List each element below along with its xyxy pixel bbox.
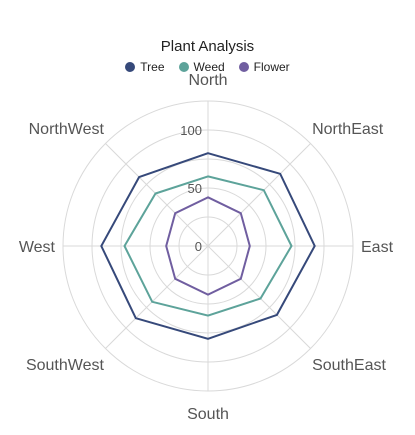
legend-item-flower[interactable]: Flower (238, 60, 290, 74)
legend-item-weed[interactable]: Weed (178, 60, 225, 74)
legend: Tree Weed Flower (0, 60, 415, 74)
spoke-northeast (207, 143, 311, 247)
axis-label-west: West (19, 239, 56, 256)
tick-label-50: 50 (188, 181, 202, 196)
series-weed-line (123, 175, 293, 317)
tick-label-100: 100 (180, 123, 202, 138)
legend-label-weed: Weed (193, 60, 225, 74)
legend-label-flower: Flower (253, 60, 290, 74)
axis-label-east: East (361, 239, 394, 256)
legend-swatch-flower (238, 62, 249, 72)
axis-label-southeast: SouthEast (312, 357, 386, 374)
axis-label-north: North (188, 72, 227, 89)
axis-label-northeast: NorthEast (312, 121, 384, 138)
tick-label-0: 0 (195, 239, 202, 254)
axis-label-northwest: NorthWest (29, 121, 105, 138)
axis-label-southwest: SouthWest (26, 357, 105, 374)
legend-swatch-tree (125, 62, 136, 72)
series-flower-line (165, 196, 251, 296)
series-tree-line (100, 152, 316, 340)
legend-label-tree: Tree (140, 60, 165, 74)
legend-swatch-weed (178, 62, 189, 72)
spoke-southeast (207, 245, 311, 349)
axis-label-south: South (187, 406, 229, 423)
spoke-southwest (105, 245, 209, 349)
spoke-northwest (105, 143, 209, 247)
legend-item-tree[interactable]: Tree (125, 60, 165, 74)
chart-title: Plant Analysis (160, 38, 255, 55)
